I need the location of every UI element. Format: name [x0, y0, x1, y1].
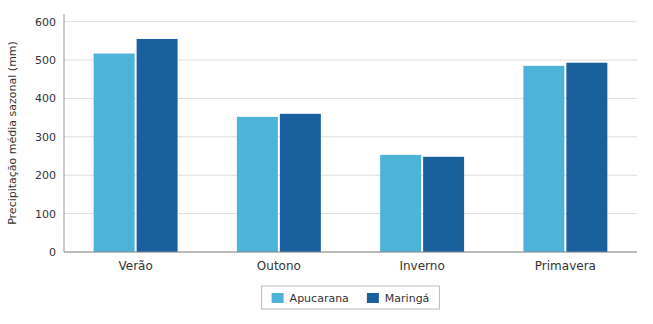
bar [523, 66, 564, 252]
x-tick-label: Inverno [399, 259, 444, 273]
bar [137, 39, 178, 252]
chart: 0 100 200 300 400 500 600 Precipitação média sa… [0, 0, 653, 324]
bar [94, 54, 135, 252]
bar [380, 155, 421, 252]
x-tick-label: Outono [257, 259, 301, 273]
grid-line [64, 21, 637, 22]
y-tick-label: 100 [35, 208, 56, 221]
y-axis-label: Precipitação média sazonal (mm) [6, 41, 19, 225]
legend-swatch [367, 293, 379, 303]
bar [280, 114, 321, 252]
chart-container: 0 100 200 300 400 500 600 Precipitação média sa… [0, 0, 653, 324]
bar [566, 63, 607, 252]
y-tick-label: 600 [35, 16, 56, 29]
bars [94, 39, 608, 252]
x-axis-line [64, 252, 637, 253]
y-tick-label: 500 [35, 54, 56, 67]
x-axis: Verão Outono Inverno Primavera [118, 259, 595, 273]
y-axis-line [64, 14, 65, 252]
y-tick-label: 300 [35, 131, 56, 144]
y-axis: 0 100 200 300 400 500 600 [35, 16, 637, 259]
legend-label: Maringá [385, 292, 430, 305]
legend-swatch [272, 293, 284, 303]
grid-line [64, 252, 637, 253]
bar [423, 157, 464, 252]
y-tick-label: 0 [49, 246, 56, 259]
x-tick-label: Verão [118, 259, 152, 273]
legend-label: Apucarana [290, 292, 349, 305]
legend: Apucarana Maringá [262, 286, 440, 309]
y-tick-label: 400 [35, 92, 56, 105]
y-tick-label: 200 [35, 169, 56, 182]
x-tick-label: Primavera [535, 259, 596, 273]
legend-box [262, 286, 440, 309]
bar [237, 117, 278, 252]
